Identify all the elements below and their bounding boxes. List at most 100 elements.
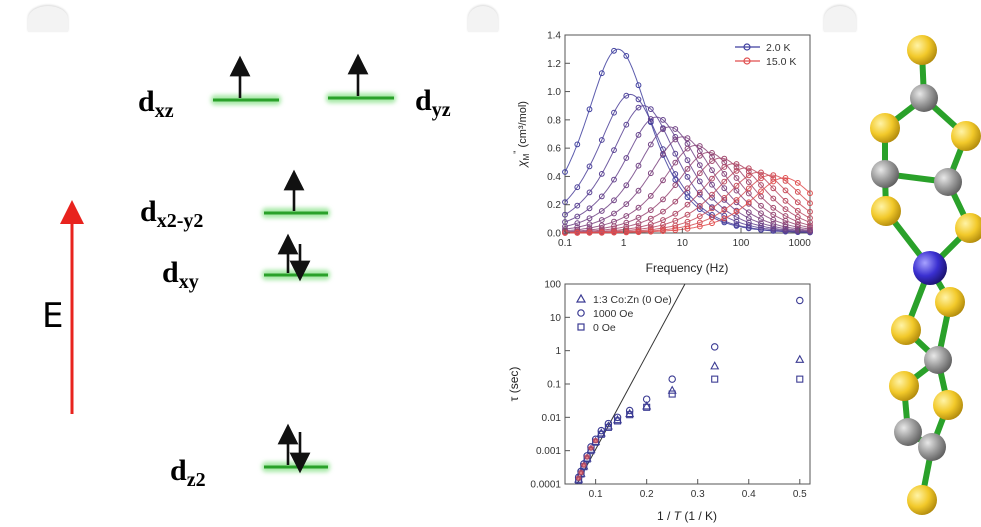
chart1-data-point [598, 229, 605, 236]
carbon-atom [918, 433, 946, 461]
chart1-y-tick-label: 1.2 [547, 59, 561, 70]
chart1-data-point [782, 206, 789, 213]
chart1-data-point [807, 215, 813, 221]
chart1-data-point [709, 150, 715, 156]
chart2-data-point [596, 428, 606, 437]
chart1-data-point [709, 175, 715, 182]
chart1-data-point [782, 178, 789, 184]
level-dyz-label: dyz [415, 84, 451, 121]
chart1-data-point [660, 151, 666, 157]
chart1-data-point [611, 47, 617, 54]
chart1-x-axis-label: Frequency (Hz) [646, 261, 729, 275]
chart1-data-point [770, 204, 777, 211]
chart1-data-point [660, 196, 666, 203]
chart1-data-point [770, 178, 777, 185]
chart1-data-point [684, 166, 691, 172]
chart1-data-point [709, 167, 715, 174]
chart1-data-point [758, 220, 764, 227]
chart1-data-point [574, 220, 581, 227]
chart1-data-point [807, 208, 813, 215]
chart1-y-tick-label: 0.0 [547, 229, 561, 240]
sulfur-atom [871, 196, 901, 226]
chart1-data-point [770, 185, 777, 192]
chart1-data-point [598, 217, 605, 223]
chart1-data-point [733, 197, 740, 203]
chart1-data-point [611, 147, 617, 154]
chart1-data-point [696, 162, 703, 169]
legend-label-15k: 15.0 K [766, 56, 796, 68]
legend-marker-triangle [575, 293, 587, 303]
chart1-data-point [733, 164, 740, 171]
chart1-data-point [721, 178, 728, 185]
chart1-data-point [684, 211, 691, 218]
chart1-data-point [647, 215, 654, 222]
legend-label-0oe: 0 Oe [593, 322, 616, 334]
chart2-x-tick-label: 0.2 [640, 489, 654, 500]
chart1-curve-line [564, 93, 810, 233]
chart1-data-point [672, 136, 679, 143]
window-tab-bump-mid [468, 6, 498, 32]
chart1-data-point [721, 185, 728, 192]
chart2-y-tick-label: 0.1 [547, 380, 561, 391]
chart1-data-point [672, 159, 679, 166]
chart1-data-point [745, 172, 752, 179]
chart1-x-tick-label: 100 [733, 238, 750, 249]
chart1-data-point [660, 126, 666, 133]
sulfur-atom [955, 213, 981, 243]
chart2-data-point [642, 401, 652, 410]
chart1-curve-line [564, 144, 811, 232]
chart1-data-point [660, 177, 666, 184]
chart1-data-point [696, 143, 703, 149]
chart1-data-point [660, 117, 666, 123]
chart1-data-point [794, 180, 801, 186]
chart1-data-point [672, 182, 679, 189]
chart1-data-point [794, 226, 801, 232]
chart1-data-point [684, 185, 691, 192]
chart1-data-point [672, 171, 679, 177]
chart2-data-point [711, 375, 719, 383]
chart1-data-point [721, 164, 728, 170]
chart1-data-point [611, 176, 617, 183]
chart1-data-point [721, 195, 728, 201]
chart1-y-tick-label: 0.6 [547, 144, 561, 155]
chart1-data-point [745, 215, 752, 222]
chart1-data-point [696, 219, 703, 226]
chart1-series-curve [562, 104, 813, 235]
chart2-data-point [796, 375, 804, 383]
chart1-data-point [709, 205, 715, 212]
chart1-data-point [586, 229, 593, 236]
chart2-data-point [710, 361, 720, 370]
sulfur-atom [933, 390, 963, 420]
level-dxz-label: dxz [138, 85, 174, 122]
chart1-data-point [623, 53, 630, 59]
chart2-data-point [603, 421, 613, 430]
chart1-data-point [635, 214, 642, 221]
chart2-data-point [668, 390, 676, 398]
chart1-curve-line [564, 105, 811, 233]
carbon-atom [924, 346, 952, 374]
chart2-data-point [626, 411, 634, 419]
cobalt-atom [913, 251, 947, 285]
chart2-data-point [613, 413, 622, 422]
chart1-data-point [574, 213, 581, 220]
chart2-data-point [710, 343, 719, 351]
chart1-data-point [733, 161, 740, 167]
chart1-data-point [696, 178, 703, 185]
chart1-data-point [598, 193, 605, 200]
level-dx2-y2-label: dx2-y2 [140, 195, 203, 232]
legend-label-cozn: 1:3 Co:Zn (0 Oe) [593, 294, 672, 306]
chart1-data-point [623, 219, 630, 226]
chart1-data-point [598, 171, 605, 177]
chart1-data-point [684, 201, 691, 208]
chart2-red-overlay [575, 437, 599, 481]
chart2-data-point [612, 414, 623, 424]
level-dxy-label: dxy [162, 256, 199, 293]
sulfur-atom [889, 371, 919, 401]
chart1-data-point [733, 182, 740, 189]
energy-level-diagram: E dxz dyz dx2-y2 dxy [42, 53, 451, 491]
chart1-data-point [611, 210, 617, 217]
chart1-x-tick-label: 1 [621, 238, 627, 249]
legend-marker-square [577, 323, 585, 331]
chart1-plot-frame [564, 34, 811, 234]
